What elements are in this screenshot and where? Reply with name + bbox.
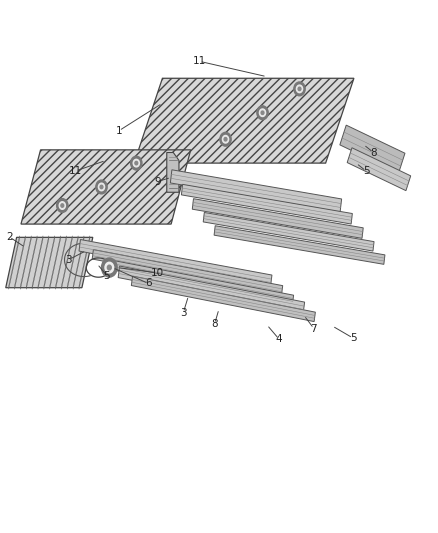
Text: 11: 11 [193, 56, 206, 66]
Circle shape [96, 180, 107, 194]
Circle shape [261, 111, 264, 115]
Polygon shape [214, 225, 385, 264]
Polygon shape [38, 236, 49, 289]
Polygon shape [14, 236, 25, 289]
Polygon shape [21, 150, 191, 224]
Polygon shape [131, 276, 315, 321]
Text: 7: 7 [311, 324, 317, 334]
Text: 10: 10 [151, 268, 164, 278]
Text: 5: 5 [363, 166, 369, 176]
Circle shape [224, 138, 227, 141]
Circle shape [100, 185, 103, 189]
Text: 1: 1 [116, 126, 122, 136]
Polygon shape [61, 236, 72, 289]
Circle shape [61, 204, 64, 207]
Text: 5: 5 [350, 333, 357, 343]
Circle shape [107, 265, 111, 270]
Polygon shape [26, 236, 37, 289]
Text: 6: 6 [145, 278, 152, 288]
Polygon shape [203, 213, 374, 251]
Text: 5: 5 [103, 271, 110, 280]
Polygon shape [56, 236, 67, 289]
Polygon shape [118, 266, 304, 313]
Circle shape [298, 87, 301, 91]
Polygon shape [6, 237, 93, 288]
Circle shape [133, 159, 139, 167]
Circle shape [294, 82, 305, 96]
Polygon shape [67, 236, 78, 289]
Circle shape [257, 106, 268, 119]
Polygon shape [105, 259, 293, 305]
Circle shape [135, 161, 138, 165]
Polygon shape [32, 236, 43, 289]
Polygon shape [49, 236, 60, 289]
Text: 3: 3 [180, 308, 187, 318]
Polygon shape [167, 152, 179, 192]
Polygon shape [73, 236, 84, 289]
Polygon shape [44, 236, 55, 289]
Text: 11: 11 [69, 166, 82, 176]
Polygon shape [134, 78, 354, 163]
Polygon shape [347, 148, 411, 191]
Circle shape [102, 258, 117, 277]
Circle shape [223, 135, 229, 143]
Circle shape [99, 183, 105, 191]
Polygon shape [170, 170, 342, 212]
Polygon shape [21, 236, 31, 289]
Text: 4: 4 [276, 334, 283, 344]
Polygon shape [92, 249, 283, 295]
Text: 3: 3 [66, 255, 72, 264]
Polygon shape [181, 184, 352, 224]
Text: 8: 8 [212, 319, 218, 329]
Text: 2: 2 [6, 232, 13, 242]
Polygon shape [79, 239, 272, 287]
Polygon shape [192, 199, 363, 238]
Circle shape [259, 109, 265, 117]
Polygon shape [79, 236, 90, 289]
Polygon shape [340, 125, 405, 173]
Circle shape [131, 156, 142, 170]
Circle shape [297, 85, 303, 93]
Circle shape [57, 199, 68, 213]
Text: 9: 9 [154, 176, 160, 187]
Circle shape [105, 262, 114, 273]
Polygon shape [9, 236, 20, 289]
Circle shape [59, 201, 65, 209]
Text: 8: 8 [370, 148, 377, 158]
Circle shape [220, 132, 231, 146]
